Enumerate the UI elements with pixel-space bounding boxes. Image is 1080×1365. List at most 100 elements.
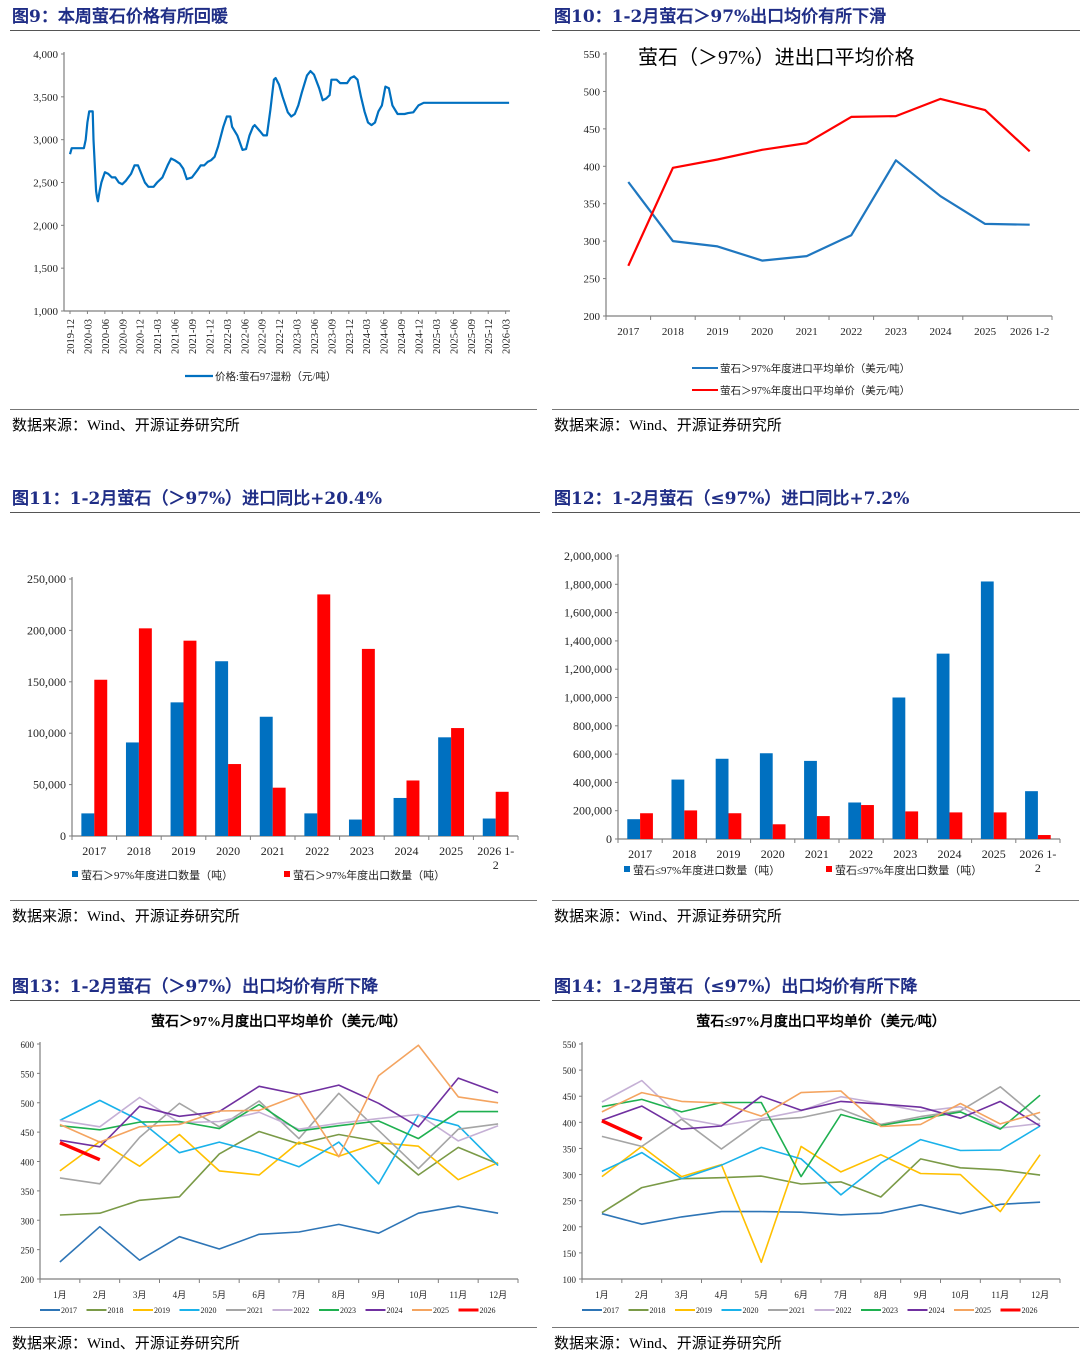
- series-line-2024: [59, 1077, 499, 1148]
- series-line-2019: [59, 1133, 499, 1181]
- x-tick-label: 9月: [372, 1290, 386, 1300]
- x-tick-label: 2: [493, 858, 499, 872]
- chart-title: 萤石≤97%月度出口平均单价（美元/吨）: [696, 1013, 946, 1030]
- y-tick-label: 3,500: [33, 92, 58, 104]
- figure-14-panel: 图14：1-2月萤石（≤97%）出口均价有所下降 100 150 200 250 300…: [552, 974, 1080, 1352]
- x-tick-label: 12月: [489, 1290, 507, 1300]
- x-tick-label: 2021: [796, 326, 818, 338]
- series-line-2022: [601, 1079, 1041, 1129]
- x-tick-label: 2024: [938, 847, 962, 861]
- y-tick-label: 0: [60, 829, 66, 843]
- bar-export: [228, 764, 242, 836]
- x-tick-label: 2025-12: [484, 319, 495, 354]
- series-line-2024: [601, 1095, 1041, 1130]
- bar-export: [406, 780, 420, 836]
- figure-10-panel: 图10：1-2月萤石＞97%出口均价有所下滑 200 250 300 350 400 45…: [552, 4, 1080, 434]
- series-line-2017: [601, 1201, 1041, 1225]
- x-tick-label: 2026 1-: [477, 844, 514, 858]
- x-tick-label: 2019-12: [66, 319, 77, 354]
- x-tick-label: 2021: [805, 847, 829, 861]
- y-tick-label: 1,600,000: [564, 606, 612, 620]
- x-tick-label: 8月: [874, 1290, 888, 1300]
- x-tick-label: 10月: [409, 1290, 427, 1300]
- y-tick-label: 100,000: [27, 726, 66, 740]
- legend-label: 2025: [975, 1306, 991, 1315]
- series-line-2020: [601, 1125, 1041, 1196]
- y-tick-label: 550: [584, 49, 601, 61]
- y-tick-label: 1,400,000: [564, 634, 612, 648]
- series-line-2018: [59, 1130, 499, 1216]
- legend-label: 价格:萤石97湿粉（元/吨）: [215, 370, 336, 383]
- legend-label: 2020: [743, 1306, 759, 1315]
- x-tick-label: 3月: [133, 1290, 147, 1300]
- legend-label: 2017: [603, 1306, 619, 1315]
- x-tick-label: 2017: [82, 844, 106, 858]
- y-tick-label: 200: [21, 1275, 35, 1285]
- x-tick-label: 2022-03: [223, 319, 234, 354]
- bar-import: [715, 758, 729, 839]
- x-tick-label: 2018: [662, 326, 685, 338]
- y-tick-label: 300: [21, 1216, 35, 1226]
- bar-export: [993, 812, 1007, 839]
- y-tick-label: 1,000: [33, 306, 58, 318]
- figure-title: 图14：1-2月萤石（≤97%）出口均价有所下降: [552, 974, 1080, 1001]
- legend-label: 2026: [1022, 1306, 1038, 1315]
- x-tick-label: 2021-03: [153, 319, 164, 354]
- x-tick-label: 7月: [834, 1290, 848, 1300]
- y-tick-label: 200,000: [573, 804, 612, 818]
- x-tick-label: 2021-06: [171, 319, 182, 354]
- legend-label: 萤石≤97%年度进口数量（吨）: [633, 863, 780, 877]
- x-tick-label: 2023-03: [293, 319, 304, 354]
- y-tick-label: 250: [21, 1246, 35, 1256]
- x-tick-label: 2024: [930, 326, 953, 338]
- x-tick-label: 5月: [754, 1290, 768, 1300]
- x-tick-label: 2017: [628, 847, 652, 861]
- y-tick-label: 400,000: [573, 775, 612, 789]
- y-tick-label: 450: [584, 124, 601, 136]
- y-tick-label: 200,000: [27, 623, 66, 637]
- bar-export: [640, 813, 653, 839]
- x-tick-label: 7月: [292, 1290, 306, 1300]
- series-line-2025: [59, 1044, 499, 1158]
- bar-export: [94, 679, 108, 836]
- y-tick-label: 800,000: [573, 719, 612, 733]
- x-tick-label: 2026 1-: [1019, 847, 1056, 861]
- source-note: 数据来源：Wind、开源证券研究所: [10, 1327, 537, 1353]
- x-tick-label: 11月: [991, 1290, 1009, 1300]
- series-line-97: [627, 97, 1031, 267]
- chart-title: 萤石＞97%月度出口平均单价（美元/吨）: [151, 1013, 407, 1030]
- figure-title: 图9：本周萤石价格有所回暖: [10, 4, 540, 31]
- chart-title: 萤石（＞97%）进出口平均价格: [638, 46, 915, 69]
- bar-import: [671, 779, 685, 839]
- y-tick-label: 2,500: [33, 178, 58, 190]
- x-tick-label: 2019: [717, 847, 741, 861]
- source-note: 数据来源：Wind、开源证券研究所: [552, 409, 1079, 435]
- x-tick-label: 5月: [212, 1290, 226, 1300]
- x-tick-label: 4月: [173, 1290, 187, 1300]
- y-tick-label: 150,000: [27, 675, 66, 689]
- legend-label: 2019: [154, 1306, 170, 1315]
- figure-title: 图12：1-2月萤石（≤97%）进口同比+7.2%: [552, 486, 1080, 513]
- y-tick-label: 250,000: [27, 572, 66, 586]
- x-tick-label: 2023-09: [327, 319, 338, 354]
- bar-export: [905, 811, 919, 839]
- legend-label: 萤石≤97%年度出口数量（吨）: [835, 863, 982, 877]
- y-tick-label: 350: [21, 1187, 35, 1197]
- x-tick-label: 2020: [216, 844, 240, 858]
- bar-import: [438, 737, 452, 836]
- x-tick-label: 2025-09: [467, 319, 478, 354]
- y-tick-label: 200: [563, 1223, 577, 1233]
- figure-title: 图10：1-2月萤石＞97%出口均价有所下滑: [552, 4, 1080, 31]
- y-tick-label: 400: [21, 1158, 35, 1168]
- y-tick-label: 50,000: [33, 778, 66, 792]
- y-tick-label: 600: [21, 1040, 35, 1050]
- x-tick-label: 2020-06: [101, 319, 112, 354]
- bar-export: [317, 594, 331, 836]
- y-tick-label: 0: [606, 832, 612, 846]
- bar-import: [627, 819, 641, 839]
- bar-export: [1037, 835, 1051, 839]
- y-tick-label: 1,800,000: [564, 577, 612, 591]
- y-tick-label: 1,500: [33, 263, 58, 275]
- x-tick-label: 6月: [252, 1290, 266, 1300]
- x-tick-label: 2020: [751, 326, 774, 338]
